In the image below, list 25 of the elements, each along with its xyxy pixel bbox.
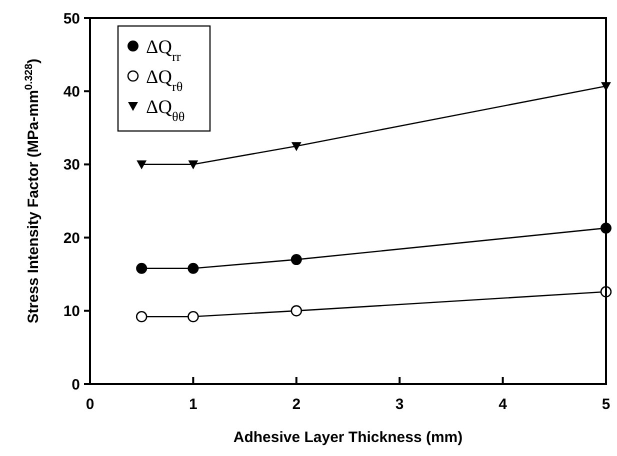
y-tick-label: 30 [63,156,80,174]
point [136,262,148,274]
point [188,160,198,170]
x-tick-label: 0 [86,396,94,413]
x-tick-label: 5 [602,396,610,413]
y-tick-label: 50 [63,10,80,28]
point [290,254,302,266]
y-tick-label: 40 [63,83,80,100]
legend-label: ΔQ$_{rr}$ [146,37,182,64]
x-axis-title: Adhesive Layer Thickness (mm) [233,429,463,446]
y-tick-label: 0 [72,376,80,394]
legend-label: ΔQ$_{θθ}$ [146,97,185,124]
point [188,262,199,274]
x-tick-label: 3 [395,396,404,413]
point [188,311,199,322]
point [291,142,302,152]
point [136,311,148,322]
point [136,160,147,170]
x-tick-label: 1 [189,396,198,413]
point [290,305,302,316]
x-tick-label: 2 [292,396,301,413]
y-tick-label: 10 [63,303,80,320]
legend-label: ΔQ$_{rθ}$ [146,67,183,94]
y-tick-label: 20 [63,230,80,247]
x-tick-label: 4 [498,396,508,413]
